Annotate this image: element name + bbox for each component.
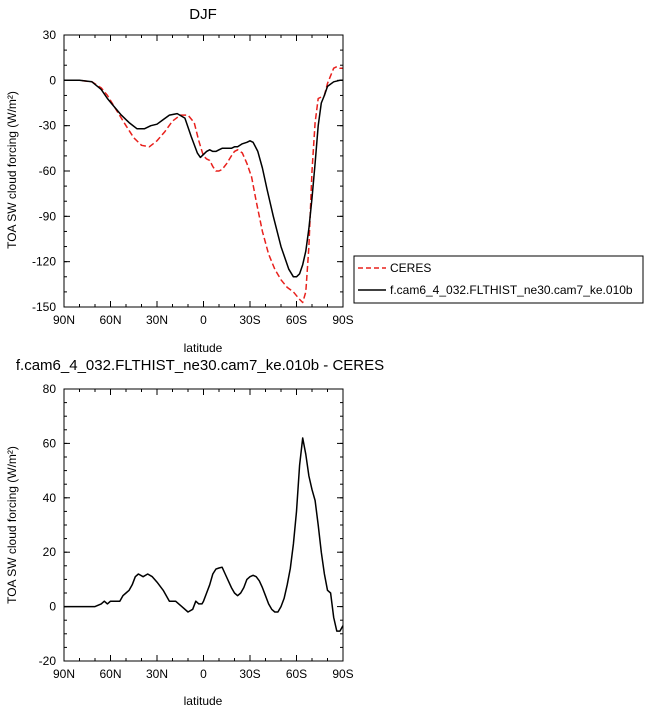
chart-top-ytick-label: 0 <box>49 73 56 87</box>
chart-top-ytick-label: -60 <box>39 164 57 178</box>
chart-top-xtick-label: 60S <box>286 313 307 327</box>
chart-top-ytick-label: -30 <box>39 119 57 133</box>
chart-top-xtick-label: 60N <box>99 313 121 327</box>
chart-top-xtick-label: 0 <box>200 313 207 327</box>
chart-bottom-ytick-label: 80 <box>43 382 57 396</box>
chart-top-ytick-label: 30 <box>43 28 57 42</box>
chart-bottom-xtick-label: 60S <box>286 667 307 681</box>
chart-bottom-ytick-label: 20 <box>43 545 57 559</box>
legend-label-model: f.cam6_4_032.FLTHIST_ne30.cam7_ke.010b <box>390 283 633 297</box>
chart-top-axes: 90N 60N 30N 0 30S 60S 90S -150 -120 -90 -60 -30 0 30 <box>32 28 354 327</box>
chart-top-xtick-label: 30S <box>239 313 260 327</box>
chart-top-xtick-label: 30N <box>146 313 168 327</box>
chart-bottom: f.cam6_4_032.FLTHIST_ne30.cam7_ke.010b -… <box>5 357 384 708</box>
chart-top-ytick-label: -90 <box>39 209 57 223</box>
chart-bottom-xlabel: latitude <box>184 694 223 708</box>
chart-bottom-ytick-label: 40 <box>43 491 57 505</box>
chart-bottom-series-group <box>64 437 344 632</box>
chart-top: DJF latitude TOA SW cloud forcing (W/m²)… <box>5 6 354 355</box>
chart-bottom-ytick-label: 60 <box>43 436 57 450</box>
legend-label-ceres: CERES <box>390 261 431 275</box>
chart-top-ylabel: TOA SW cloud forcing (W/m²) <box>5 91 19 249</box>
chart-top-ytick-label: -150 <box>32 300 56 314</box>
chart-bottom-xtick-label: 60N <box>99 667 121 681</box>
chart-top-series-line-0 <box>64 65 343 304</box>
chart-top-xtick-label: 90S <box>332 313 353 327</box>
chart-top-xlabel: latitude <box>184 341 223 355</box>
chart-bottom-series-line-0 <box>64 437 344 632</box>
chart-bottom-frame <box>63 388 344 662</box>
chart-bottom-xtick-label: 90S <box>332 667 353 681</box>
chart-top-series-group <box>64 65 343 304</box>
legend-box <box>353 255 644 304</box>
chart-bottom-xtick-label: 30S <box>239 667 260 681</box>
chart-top-series-line-1 <box>64 79 343 278</box>
chart-top-frame <box>63 34 344 308</box>
chart-top-xtick-label: 90N <box>53 313 75 327</box>
chart-bottom-xtick-label: 90N <box>53 667 75 681</box>
chart-top-ytick-label: -120 <box>32 255 56 269</box>
chart-bottom-xtick-label: 0 <box>200 667 207 681</box>
chart-top-title: DJF <box>189 6 217 23</box>
chart-bottom-ylabel: TOA SW cloud forcing (W/m²) <box>5 446 19 604</box>
legend: CERES f.cam6_4_032.FLTHIST_ne30.cam7_ke.… <box>353 255 644 304</box>
chart-bottom-ytick-label: 0 <box>49 600 56 614</box>
chart-bottom-ytick-label: -20 <box>39 654 57 668</box>
chart-bottom-xtick-label: 30N <box>146 667 168 681</box>
chart-bottom-axes: 90N 60N 30N 0 30S 60S 90S -20 0 20 40 60 80 <box>39 382 354 681</box>
chart-bottom-title: f.cam6_4_032.FLTHIST_ne30.cam7_ke.010b -… <box>16 357 384 374</box>
